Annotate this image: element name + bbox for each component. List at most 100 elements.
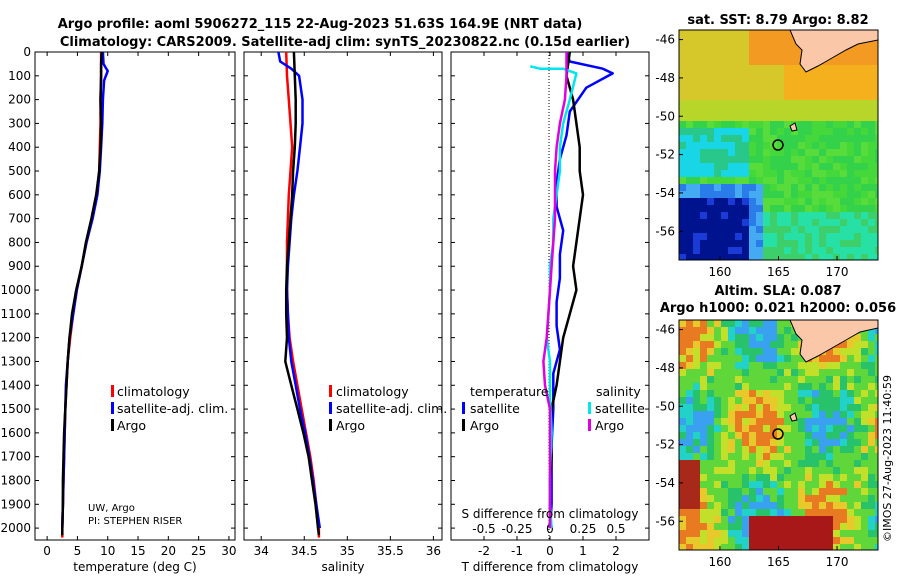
map-cell: [714, 240, 722, 248]
map-cell: [686, 254, 694, 260]
map-cell: [770, 86, 778, 94]
map-cell: [728, 516, 736, 524]
map-cell: [847, 177, 855, 185]
map-cell: [777, 446, 785, 454]
map-cell: [679, 142, 687, 150]
map-cell: [728, 86, 736, 94]
map-cell: [819, 355, 827, 363]
map-cell: [847, 149, 855, 157]
map-cell: [742, 177, 750, 185]
x-tick-label: 30: [221, 544, 236, 558]
map-cell: [721, 30, 729, 38]
map-cell: [805, 488, 813, 496]
map-cell: [833, 537, 841, 545]
legend-label-satellite-salinity: satellite: [595, 401, 645, 416]
map-cell: [728, 544, 736, 550]
map-cell: [714, 453, 722, 461]
map-cell: [840, 376, 848, 384]
map-cell: [875, 191, 878, 199]
map-cell: [728, 58, 736, 66]
map-cell: [868, 240, 876, 248]
map-cell: [756, 135, 764, 143]
map-cell: [854, 341, 862, 349]
map-cell: [679, 537, 687, 545]
map-cell: [763, 327, 771, 335]
map-cell: [854, 254, 862, 260]
map-cell: [763, 509, 771, 517]
map-cell: [756, 177, 764, 185]
map-cell: [819, 191, 827, 199]
map-cell: [707, 327, 715, 335]
map-cell: [791, 516, 799, 524]
map-cell: [707, 30, 715, 38]
map-cell: [735, 530, 743, 538]
x-tick-label: 34: [254, 544, 269, 558]
map-cell: [861, 121, 869, 129]
map-cell: [735, 348, 743, 356]
map-cell: [875, 404, 878, 412]
x-tick-label: 1: [579, 544, 587, 558]
map-cell: [812, 184, 820, 192]
map-cell: [679, 425, 687, 433]
map-cell: [763, 184, 771, 192]
map-cell: [728, 156, 736, 164]
map-cell: [854, 142, 862, 150]
map-cell: [798, 439, 806, 447]
map-cell: [798, 170, 806, 178]
map-cell: [700, 411, 708, 419]
map-cell: [812, 474, 820, 482]
map-cell: [756, 509, 764, 517]
map-cell: [700, 320, 708, 328]
map-cell: [805, 509, 813, 517]
map-cell: [693, 142, 701, 150]
map-cell: [763, 191, 771, 199]
map-cell: [749, 114, 757, 122]
map-cell: [861, 86, 869, 94]
map-cell: [707, 362, 715, 370]
map-cell: [777, 30, 785, 38]
salinity-x-tick-label: 0.5: [606, 522, 625, 536]
map-cell: [819, 205, 827, 213]
map-cell: [707, 495, 715, 503]
map-cell: [770, 446, 778, 454]
map-cell: [735, 233, 743, 241]
map-cell: [770, 530, 778, 538]
difference-ticks: -2 -1 0 1 2-0.5 -0.25 0 0.25 0.5: [451, 51, 649, 558]
map-cell: [777, 418, 785, 426]
map-cell: [714, 65, 722, 73]
map-cell: [749, 369, 757, 377]
map-cell: [756, 334, 764, 342]
map-cell: [707, 467, 715, 475]
map-cell: [700, 170, 708, 178]
map-cell: [861, 404, 869, 412]
map-cell: [847, 254, 855, 260]
map-cell: [784, 523, 792, 531]
map-cell: [693, 184, 701, 192]
map-cell: [819, 72, 827, 80]
map-cell: [777, 240, 785, 248]
map-cell: [728, 79, 736, 87]
map-cell: [840, 72, 848, 80]
map-cell: [735, 219, 743, 227]
map-cell: [686, 219, 694, 227]
map-cell: [812, 425, 820, 433]
map-cell: [819, 121, 827, 129]
map-cell: [847, 523, 855, 531]
map-cell: [721, 226, 729, 234]
map-cell: [742, 439, 750, 447]
legend-swatch-climatology: [329, 385, 332, 397]
map-cell: [728, 411, 736, 419]
map-cell: [777, 142, 785, 150]
map-cell: [868, 439, 876, 447]
map-cell: [840, 404, 848, 412]
map-cell: [861, 530, 869, 538]
map-cell: [714, 439, 722, 447]
map-cell: [693, 411, 701, 419]
map-cell: [714, 163, 722, 171]
map-cell: [798, 128, 806, 136]
map-cell: [721, 369, 729, 377]
map-cell: [693, 121, 701, 129]
map-cell: [805, 516, 813, 524]
map-cell: [707, 121, 715, 129]
map-cell: [749, 418, 757, 426]
